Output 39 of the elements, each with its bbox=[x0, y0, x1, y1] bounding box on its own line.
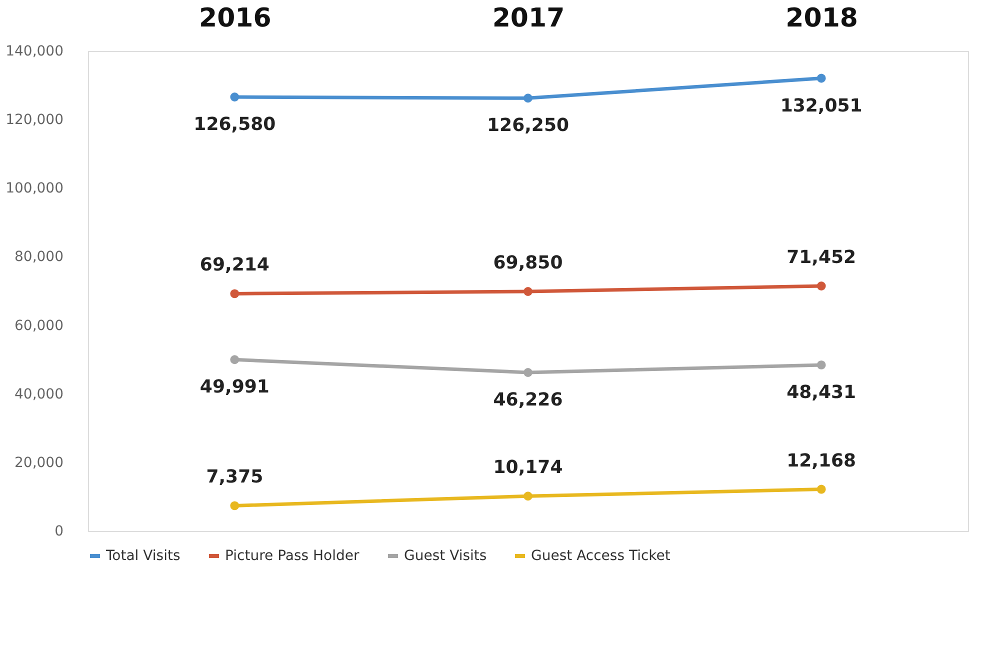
data-label: 69,214 bbox=[200, 254, 270, 276]
point bbox=[230, 355, 240, 364]
data-label: 49,991 bbox=[200, 376, 270, 398]
y-tick-label: 80,000 bbox=[14, 249, 64, 266]
legend-label: Total Visits bbox=[105, 548, 180, 564]
y-tick-label: 60,000 bbox=[14, 318, 64, 334]
x-tick-label: 2017 bbox=[492, 4, 565, 34]
point bbox=[816, 360, 826, 370]
legend-label: Guest Visits bbox=[404, 548, 487, 564]
point bbox=[524, 287, 532, 296]
y-tick-label: 140,000 bbox=[6, 44, 64, 60]
data-label: 46,226 bbox=[493, 390, 563, 411]
data-label: 126,580 bbox=[194, 114, 276, 136]
data-label: 10,174 bbox=[493, 457, 563, 478]
point bbox=[230, 289, 240, 298]
data-label: 69,850 bbox=[493, 252, 563, 274]
legend-label: Picture Pass Holder bbox=[225, 548, 360, 564]
point bbox=[816, 484, 826, 494]
data-label: 48,431 bbox=[786, 382, 856, 403]
point bbox=[816, 74, 826, 83]
y-tick-label: 100,000 bbox=[6, 180, 64, 197]
point bbox=[524, 368, 532, 377]
x-tick-label: 2016 bbox=[198, 4, 272, 34]
y-tick-label: 120,000 bbox=[6, 112, 64, 128]
point bbox=[524, 94, 532, 103]
point bbox=[816, 282, 826, 290]
legend-label: Guest Access Ticket bbox=[531, 548, 671, 564]
point bbox=[230, 501, 240, 510]
y-tick-label: 20,000 bbox=[14, 454, 64, 471]
data-label: 132,051 bbox=[780, 95, 862, 116]
data-label: 71,452 bbox=[786, 247, 856, 268]
data-label: 7,375 bbox=[206, 466, 264, 488]
data-label: 126,250 bbox=[487, 115, 569, 136]
point bbox=[524, 492, 532, 501]
y-tick-label: 40,000 bbox=[14, 386, 64, 402]
data-label: 12,168 bbox=[786, 450, 856, 472]
y-tick-label: 0 bbox=[54, 524, 64, 540]
point bbox=[230, 92, 240, 102]
x-tick-label: 2018 bbox=[786, 4, 858, 34]
